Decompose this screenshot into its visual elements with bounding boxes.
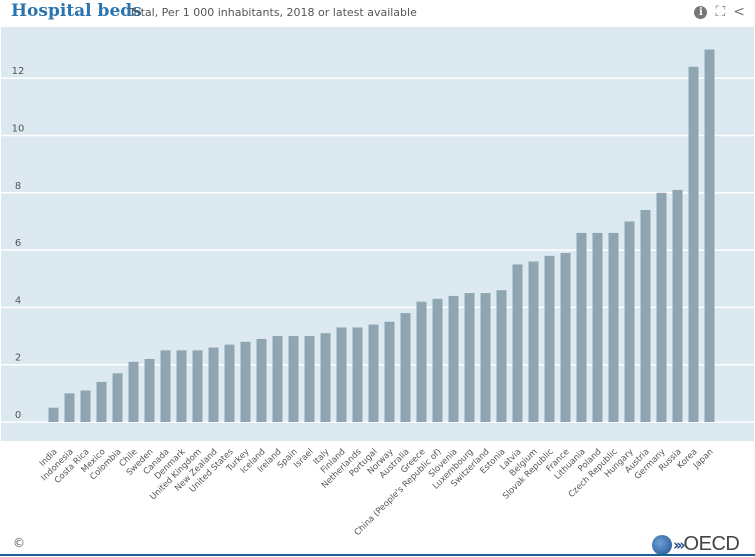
- bar[interactable]: [48, 407, 59, 422]
- bar[interactable]: [496, 290, 507, 422]
- bar[interactable]: [304, 336, 315, 422]
- bar[interactable]: [80, 390, 91, 422]
- bar[interactable]: [224, 344, 235, 422]
- bar[interactable]: [384, 321, 395, 422]
- bar[interactable]: [688, 66, 699, 423]
- bar[interactable]: [64, 393, 75, 422]
- bar[interactable]: [432, 298, 443, 422]
- chart-subtitle: Total, Per 1 000 inhabitants, 2018 or la…: [129, 6, 417, 19]
- bar[interactable]: [448, 295, 459, 422]
- bar[interactable]: [416, 301, 427, 422]
- bar[interactable]: [144, 358, 155, 422]
- oecd-logo[interactable]: ››› OECD: [652, 533, 740, 556]
- bar[interactable]: [672, 189, 683, 422]
- bar[interactable]: [592, 232, 603, 422]
- bar[interactable]: [160, 350, 171, 422]
- bar[interactable]: [176, 350, 187, 422]
- bar[interactable]: [128, 361, 139, 422]
- globe-icon: [652, 534, 672, 555]
- bar[interactable]: [624, 221, 635, 422]
- bar[interactable]: [256, 338, 267, 422]
- fullscreen-icon[interactable]: ⛶: [715, 4, 726, 20]
- bar[interactable]: [272, 336, 283, 422]
- y-tick-label: 8: [15, 181, 21, 192]
- bar[interactable]: [336, 327, 347, 422]
- bar[interactable]: [288, 336, 299, 422]
- bar[interactable]: [528, 261, 539, 422]
- bar[interactable]: [320, 333, 331, 422]
- y-tick-label: 12: [12, 66, 25, 77]
- bar[interactable]: [560, 252, 571, 422]
- bar[interactable]: [640, 209, 651, 422]
- copyright-icon[interactable]: ©: [13, 536, 25, 550]
- bottom-rule: [0, 554, 755, 556]
- y-tick-label: 0: [15, 410, 21, 421]
- bar[interactable]: [112, 373, 123, 422]
- y-tick-label: 6: [15, 238, 21, 249]
- bar[interactable]: [576, 232, 587, 422]
- chevrons-icon: ›››: [673, 535, 685, 554]
- bar[interactable]: [400, 313, 411, 422]
- info-icon[interactable]: i: [694, 5, 708, 19]
- bar[interactable]: [608, 232, 619, 422]
- bar[interactable]: [368, 324, 379, 422]
- bar[interactable]: [464, 293, 475, 422]
- bar[interactable]: [240, 341, 251, 422]
- bar[interactable]: [96, 381, 107, 422]
- y-tick-label: 2: [15, 353, 21, 364]
- bar[interactable]: [352, 327, 363, 422]
- y-tick-label: 4: [15, 295, 21, 306]
- oecd-logo-text: OECD: [683, 533, 740, 555]
- bar[interactable]: [192, 350, 203, 422]
- toolbar: i ⛶ <: [694, 4, 745, 20]
- bar[interactable]: [656, 192, 667, 422]
- chart-title: Hospital beds: [11, 1, 142, 21]
- bar[interactable]: [512, 264, 523, 422]
- share-icon[interactable]: <: [733, 4, 745, 20]
- y-tick-label: 10: [12, 124, 25, 135]
- bar[interactable]: [544, 255, 555, 422]
- bar[interactable]: [208, 347, 219, 422]
- bar[interactable]: [480, 293, 491, 422]
- bar[interactable]: [704, 49, 715, 423]
